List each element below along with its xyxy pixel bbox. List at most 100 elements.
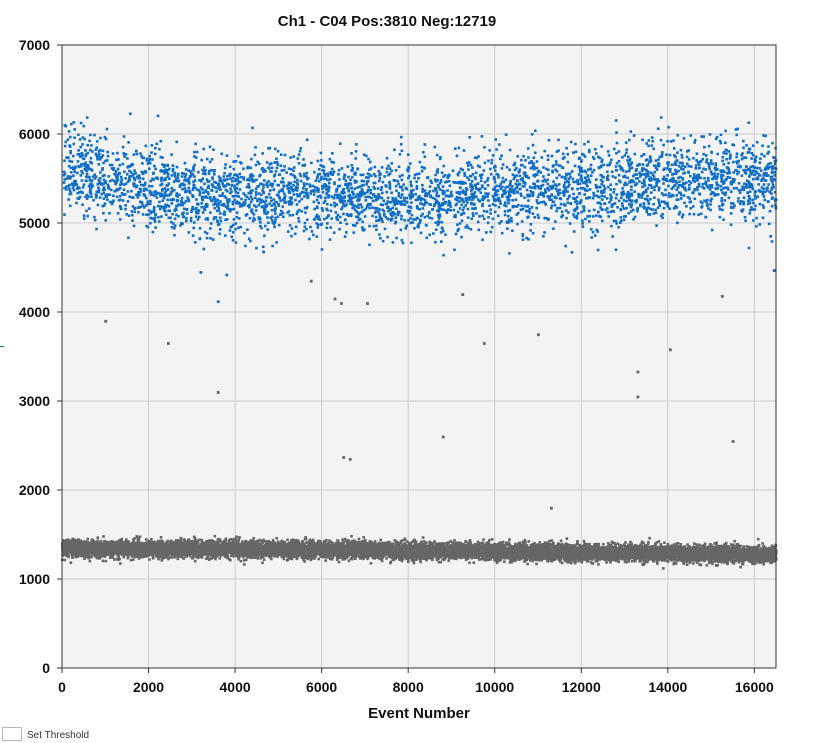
negative-droplet	[469, 542, 473, 545]
negative-droplet	[506, 543, 510, 547]
negative-droplet	[540, 558, 543, 562]
negative-droplet	[117, 540, 121, 543]
negative-droplet	[445, 541, 448, 545]
negative-droplet	[341, 558, 344, 561]
negative-droplet	[214, 557, 217, 561]
negative-droplet	[501, 540, 505, 544]
negative-droplet	[132, 558, 135, 561]
negative-droplet	[317, 557, 320, 561]
negative-droplets	[61, 279, 778, 570]
negative-droplet	[508, 538, 511, 541]
negative-droplet	[548, 539, 551, 543]
negative-droplet	[96, 536, 100, 539]
negative-droplet	[713, 542, 716, 545]
negative-droplet	[490, 544, 494, 547]
negative-droplet	[711, 560, 715, 564]
negative-droplet	[235, 535, 238, 539]
negative-droplet	[193, 538, 197, 542]
negative-droplet	[457, 541, 460, 544]
negative-droplet	[509, 558, 512, 562]
negative-droplet	[412, 561, 416, 565]
negative-droplet	[123, 553, 126, 556]
negative-droplet	[102, 535, 105, 538]
negative-droplet	[147, 539, 151, 543]
negative-droplet	[242, 555, 245, 559]
negative-droplet	[756, 537, 760, 541]
negative-droplet	[339, 542, 342, 545]
negative-droplet	[252, 537, 255, 540]
negative-droplet	[239, 559, 243, 563]
negative-droplet	[234, 554, 237, 557]
negative-droplet	[122, 555, 126, 559]
negative-droplet	[198, 538, 201, 542]
negative-droplet	[605, 561, 608, 564]
negative-droplet	[574, 559, 577, 563]
negative-droplet	[495, 561, 499, 565]
negative-droplet	[698, 563, 701, 566]
negative-droplet	[213, 534, 217, 538]
negative-droplet	[597, 563, 600, 566]
negative-droplet	[466, 543, 470, 547]
negative-droplet	[739, 544, 743, 548]
negative-droplet	[238, 536, 241, 539]
negative-droplet	[411, 557, 415, 561]
negative-droplet	[167, 557, 170, 561]
negative-droplet	[294, 539, 298, 542]
negative-droplet	[374, 544, 377, 548]
negative-droplet	[77, 538, 80, 541]
negative-droplet	[654, 542, 657, 545]
negative-droplet	[282, 555, 286, 559]
negative-droplet	[529, 559, 532, 562]
negative-droplet	[232, 554, 236, 558]
negative-droplet	[307, 540, 311, 543]
negative-droplet	[165, 540, 168, 544]
negative-droplet	[450, 556, 453, 560]
negative-droplet	[591, 562, 595, 565]
negative-droplet	[536, 544, 540, 548]
negative-droplet	[532, 557, 536, 561]
negative-droplet	[262, 538, 265, 542]
negative-droplet	[656, 562, 659, 565]
negative-droplet	[421, 536, 425, 539]
negative-droplet	[770, 544, 774, 548]
negative-droplet	[468, 561, 471, 565]
negative-droplet	[325, 539, 328, 542]
negative-droplet	[137, 555, 140, 558]
negative-droplet	[380, 559, 384, 563]
negative-droplet	[726, 562, 729, 566]
negative-droplet	[606, 542, 610, 545]
negative-droplet	[583, 542, 586, 545]
negative-droplet	[655, 541, 659, 544]
negative-droplet	[670, 544, 673, 547]
negative-droplet	[355, 541, 358, 545]
negative-droplet	[162, 542, 165, 545]
negative-droplet	[80, 554, 83, 558]
negative-droplet	[94, 542, 97, 546]
negative-droplet	[343, 537, 347, 541]
negative-droplet	[289, 555, 293, 559]
negative-droplet	[337, 560, 341, 564]
negative-droplet	[425, 541, 428, 544]
negative-droplet	[711, 562, 714, 566]
negative-droplet	[103, 555, 107, 558]
negative-droplet	[241, 540, 244, 543]
negative-droplet	[437, 560, 441, 564]
negative-droplet	[507, 541, 511, 544]
negative-droplet	[693, 558, 697, 562]
plot-area	[62, 45, 776, 668]
negative-droplet	[350, 534, 353, 538]
negative-droplet	[693, 542, 696, 545]
negative-droplet	[672, 543, 676, 546]
negative-droplet	[346, 542, 349, 545]
negative-droplet	[193, 537, 197, 540]
negative-droplet	[243, 563, 246, 566]
negative-droplet	[302, 558, 305, 561]
negative-droplet	[734, 544, 737, 548]
negative-droplet	[567, 543, 571, 547]
negative-droplet	[521, 542, 525, 546]
data-points	[61, 112, 778, 570]
negative-droplet	[470, 543, 473, 547]
negative-droplet	[324, 553, 327, 556]
negative-droplet	[282, 557, 286, 561]
